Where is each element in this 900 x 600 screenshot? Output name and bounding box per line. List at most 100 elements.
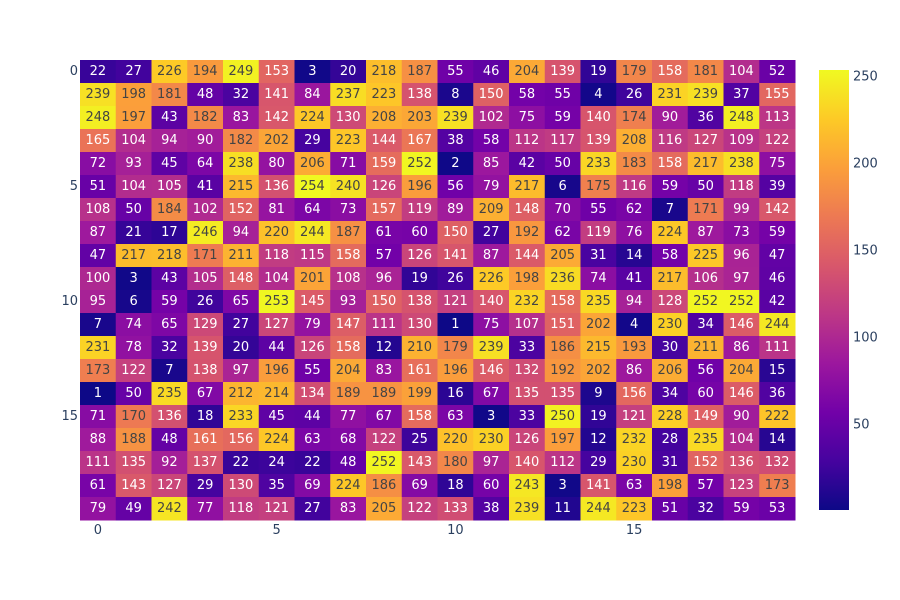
heatmap-cell-label: 38 <box>447 133 464 148</box>
heatmap-cell <box>652 83 689 107</box>
heatmap-cell <box>437 336 474 360</box>
heatmap-cell <box>401 175 438 199</box>
heatmap-cell <box>258 175 295 199</box>
heatmap-cell-label: 240 <box>336 179 361 194</box>
heatmap-cell-label: 192 <box>514 225 539 240</box>
heatmap-cell <box>652 267 689 291</box>
heatmap-cell <box>473 244 510 268</box>
heatmap-cell <box>115 129 152 153</box>
heatmap-cell-label: 126 <box>407 248 432 263</box>
heatmap-cell <box>759 313 796 337</box>
heatmap-cell-label: 12 <box>590 432 607 447</box>
heatmap-cell <box>687 129 724 153</box>
heatmap-cell <box>187 129 224 153</box>
heatmap-cell-label: 224 <box>264 432 289 447</box>
heatmap-cell <box>544 290 581 314</box>
heatmap-cell <box>652 336 689 360</box>
heatmap-cell <box>187 60 224 84</box>
heatmap-cell-label: 252 <box>407 156 432 171</box>
heatmap-cell-label: 73 <box>733 225 750 240</box>
heatmap-cell <box>115 198 152 222</box>
heatmap-cell-label: 143 <box>121 478 146 493</box>
heatmap-cell <box>258 428 295 452</box>
heatmap-cell <box>115 451 152 475</box>
heatmap-cell-label: 174 <box>622 110 647 125</box>
heatmap-cell-label: 118 <box>264 248 289 263</box>
heatmap-cell-label: 86 <box>626 363 643 378</box>
heatmap-cell-label: 90 <box>197 133 214 148</box>
heatmap-cell-label: 59 <box>733 501 750 516</box>
heatmap-cell-label: 56 <box>697 363 714 378</box>
heatmap-cell <box>580 106 617 130</box>
heatmap-cell-label: 50 <box>554 156 571 171</box>
heatmap-cell-label: 3 <box>558 478 566 493</box>
heatmap-cell-label: 111 <box>765 340 790 355</box>
y-tick-label: 5 <box>70 179 78 194</box>
heatmap-cell <box>294 290 331 314</box>
heatmap-cell-label: 144 <box>371 133 396 148</box>
heatmap-cell-label: 139 <box>193 340 218 355</box>
heatmap-cell <box>330 336 367 360</box>
heatmap-cell <box>223 129 260 153</box>
heatmap-cell-label: 75 <box>483 317 500 332</box>
heatmap-cell-label: 97 <box>733 271 750 286</box>
heatmap-cell <box>330 221 367 245</box>
heatmap-cell-label: 33 <box>519 409 536 424</box>
heatmap-cell-label: 42 <box>519 156 536 171</box>
heatmap-cell <box>759 129 796 153</box>
heatmap-cell-label: 62 <box>626 202 643 217</box>
heatmap-cell-label: 47 <box>90 248 107 263</box>
heatmap-cell <box>366 359 403 383</box>
heatmap-cell-label: 22 <box>90 64 107 79</box>
heatmap-cell <box>687 336 724 360</box>
x-tick-label: 5 <box>272 523 280 538</box>
heatmap-cell-label: 102 <box>479 110 504 125</box>
heatmap-cell <box>401 106 438 130</box>
heatmap-cell <box>580 405 617 429</box>
heatmap-cell-label: 198 <box>657 478 682 493</box>
heatmap-cell <box>115 106 152 130</box>
heatmap-cell-label: 55 <box>447 64 464 79</box>
heatmap-cell-label: 202 <box>586 317 611 332</box>
heatmap-cell-label: 7 <box>165 363 173 378</box>
heatmap-cell <box>723 198 760 222</box>
heatmap-cell <box>687 313 724 337</box>
heatmap-cell <box>509 474 546 498</box>
heatmap-cell-label: 46 <box>769 271 786 286</box>
heatmap-cell-label: 230 <box>479 432 504 447</box>
heatmap-cell-label: 1 <box>451 317 459 332</box>
heatmap-cell-label: 108 <box>85 202 110 217</box>
heatmap-cell-label: 83 <box>340 501 357 516</box>
heatmap-cell <box>258 497 295 521</box>
heatmap-cell-label: 73 <box>340 202 357 217</box>
heatmap-cell <box>223 359 260 383</box>
heatmap-cell-label: 46 <box>483 64 500 79</box>
heatmap-cell-label: 50 <box>125 386 142 401</box>
heatmap-cell-label: 27 <box>233 317 250 332</box>
heatmap-cell-label: 184 <box>157 202 182 217</box>
heatmap-cell <box>723 359 760 383</box>
heatmap-cell <box>258 382 295 406</box>
heatmap-cell-label: 38 <box>483 501 500 516</box>
heatmap-cell <box>473 83 510 107</box>
heatmap-cell <box>151 267 188 291</box>
heatmap-cell-label: 127 <box>157 478 182 493</box>
heatmap-cell-label: 117 <box>550 133 575 148</box>
heatmap-cell-label: 60 <box>697 386 714 401</box>
heatmap-cell-label: 21 <box>125 225 142 240</box>
heatmap-cell <box>223 175 260 199</box>
heatmap-cell-label: 215 <box>586 340 611 355</box>
heatmap-cell-label: 49 <box>125 501 142 516</box>
heatmap-cell-label: 133 <box>443 501 468 516</box>
heatmap-cell-label: 136 <box>729 455 754 470</box>
heatmap-cell-label: 59 <box>554 110 571 125</box>
heatmap-cell <box>616 83 653 107</box>
heatmap-cell <box>330 106 367 130</box>
heatmap-cell-label: 230 <box>622 455 647 470</box>
heatmap-cell-label: 32 <box>233 87 250 102</box>
heatmap-cell <box>80 428 117 452</box>
heatmap-cell <box>473 221 510 245</box>
heatmap-cell-label: 28 <box>662 432 679 447</box>
heatmap-cell-label: 9 <box>594 386 602 401</box>
heatmap-cell-label: 41 <box>197 179 214 194</box>
